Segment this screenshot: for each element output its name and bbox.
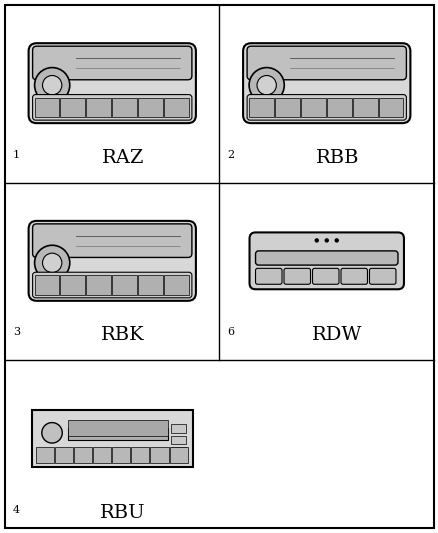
Bar [112, 98, 137, 117]
Bar [352, 98, 377, 117]
Bar [93, 447, 111, 463]
Bar [36, 447, 54, 463]
Circle shape [35, 245, 70, 280]
Bar [164, 98, 188, 117]
Text: 1: 1 [13, 150, 20, 160]
Text: 6: 6 [227, 327, 234, 337]
Bar [32, 410, 192, 467]
Bar [300, 98, 325, 117]
FancyBboxPatch shape [312, 268, 338, 284]
Text: RBK: RBK [101, 326, 145, 344]
Bar [60, 275, 85, 295]
FancyBboxPatch shape [32, 94, 191, 120]
Text: 3: 3 [13, 327, 20, 337]
Text: RAZ: RAZ [102, 149, 144, 167]
Bar [170, 424, 185, 433]
FancyBboxPatch shape [283, 268, 310, 284]
Bar [60, 98, 85, 117]
Bar [131, 447, 149, 463]
Bar [150, 447, 168, 463]
Circle shape [248, 68, 284, 103]
Circle shape [335, 239, 338, 242]
Text: 4: 4 [13, 505, 20, 515]
Bar [248, 98, 273, 117]
Text: 2: 2 [227, 150, 234, 160]
FancyBboxPatch shape [32, 224, 191, 257]
FancyBboxPatch shape [247, 94, 406, 120]
FancyBboxPatch shape [247, 46, 406, 80]
Bar [86, 98, 111, 117]
Circle shape [42, 76, 62, 95]
Bar [378, 98, 403, 117]
FancyBboxPatch shape [28, 43, 195, 123]
Bar [169, 447, 187, 463]
FancyBboxPatch shape [243, 43, 410, 123]
FancyBboxPatch shape [32, 272, 191, 298]
Bar [164, 275, 188, 295]
Bar [274, 98, 299, 117]
Circle shape [314, 239, 318, 242]
Bar [55, 447, 73, 463]
Bar [138, 275, 162, 295]
FancyBboxPatch shape [249, 232, 403, 289]
Bar [74, 447, 92, 463]
FancyBboxPatch shape [32, 46, 191, 80]
Bar [112, 447, 130, 463]
Bar [35, 275, 59, 295]
Text: RBB: RBB [315, 149, 358, 167]
Text: RBU: RBU [100, 504, 145, 522]
Circle shape [35, 68, 70, 103]
Circle shape [42, 253, 62, 272]
Bar [138, 98, 162, 117]
Bar [326, 98, 351, 117]
FancyBboxPatch shape [255, 268, 281, 284]
Bar [170, 447, 185, 456]
Bar [86, 275, 111, 295]
FancyBboxPatch shape [28, 221, 195, 301]
Bar [112, 275, 137, 295]
Circle shape [42, 423, 62, 443]
Bar [35, 98, 59, 117]
FancyBboxPatch shape [369, 268, 395, 284]
Circle shape [256, 76, 276, 95]
Bar [170, 435, 185, 444]
Circle shape [325, 239, 328, 242]
FancyBboxPatch shape [340, 268, 367, 284]
FancyBboxPatch shape [255, 251, 397, 265]
Bar [68, 427, 167, 440]
Bar [68, 420, 167, 435]
Text: RDW: RDW [311, 326, 362, 344]
